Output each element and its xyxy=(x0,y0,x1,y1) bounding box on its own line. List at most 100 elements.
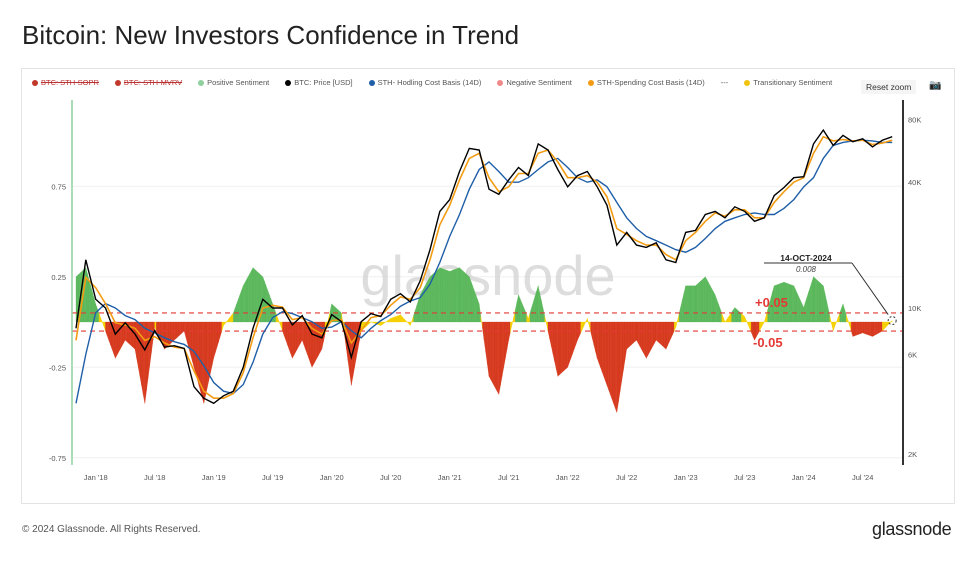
sentiment-slice xyxy=(546,321,549,332)
sentiment-slice xyxy=(742,314,745,323)
legend-item[interactable]: Positive Sentiment xyxy=(198,78,269,87)
sentiment-slice xyxy=(611,321,614,404)
sentiment-slice xyxy=(744,316,747,323)
legend-item[interactable]: STH- Hodling Cost Basis (14D) xyxy=(368,78,481,87)
sentiment-slice xyxy=(642,321,645,356)
sentiment-slice xyxy=(580,321,583,333)
sentiment-slice xyxy=(398,314,401,323)
sentiment-slice xyxy=(703,276,706,323)
left-axis-tick: -0.25 xyxy=(49,363,66,372)
sentiment-slice xyxy=(523,306,526,323)
sentiment-slice xyxy=(529,307,532,323)
sentiment-slice xyxy=(452,269,455,323)
sentiment-slice xyxy=(816,279,819,323)
sentiment-slice xyxy=(583,321,586,326)
reset-zoom-button[interactable]: Reset zoom xyxy=(861,80,917,94)
page-title: Bitcoin: New Investors Confidence in Tre… xyxy=(22,20,520,50)
legend-item[interactable]: --- xyxy=(721,78,729,87)
sentiment-slice xyxy=(483,321,486,353)
sentiment-slice xyxy=(498,321,501,395)
legend-item[interactable]: BTC: Price [USD] xyxy=(285,78,353,87)
sentiment-slice xyxy=(387,319,390,323)
sentiment-slice xyxy=(588,321,591,332)
sentiment-slice xyxy=(724,319,727,323)
sentiment-slice xyxy=(370,321,373,323)
sentiment-slice xyxy=(239,290,242,323)
sentiment-slice xyxy=(665,321,668,350)
sentiment-slice xyxy=(218,321,221,342)
sentiment-slice xyxy=(221,321,224,332)
sentiment-slice xyxy=(670,321,673,339)
sentiment-slice xyxy=(864,321,867,335)
sentiment-slice xyxy=(180,321,183,335)
sentiment-slice xyxy=(144,321,147,404)
sentiment-slice xyxy=(696,282,699,323)
sentiment-slice xyxy=(631,321,634,345)
sentiment-slice xyxy=(869,321,872,337)
sentiment-slice xyxy=(887,321,890,327)
x-axis-tick: Jul '18 xyxy=(144,473,165,482)
sentiment-slice xyxy=(485,321,488,365)
sentiment-slice xyxy=(685,285,688,323)
sentiment-slice xyxy=(796,292,799,323)
legend-item[interactable]: BTC: STH-SOPR xyxy=(32,78,99,87)
sentiment-slice xyxy=(536,285,539,323)
legend-item[interactable]: Negative Sentiment xyxy=(497,78,572,87)
sentiment-slice xyxy=(790,284,793,323)
sentiment-slice xyxy=(395,315,398,323)
sentiment-slice xyxy=(134,321,137,359)
x-axis-tick: Jan '19 xyxy=(202,473,226,482)
sentiment-slice xyxy=(138,321,141,377)
sentiment-slice xyxy=(238,294,241,323)
sentiment-slice xyxy=(88,279,91,323)
sentiment-slice xyxy=(100,317,103,323)
x-axis-tick: Jul '19 xyxy=(262,473,283,482)
sentiment-slice xyxy=(505,321,508,359)
sentiment-slice xyxy=(102,321,105,327)
sentiment-slice xyxy=(615,321,617,413)
price-line xyxy=(75,128,893,405)
sentiment-slice xyxy=(636,321,639,344)
legend-item[interactable]: STH-Spending Cost Basis (14D) xyxy=(587,78,705,87)
camera-icon[interactable]: 📷 xyxy=(929,80,942,91)
sentiment-slice xyxy=(480,315,483,329)
sentiment-slice xyxy=(647,321,650,356)
sentiment-slice xyxy=(269,294,272,323)
left-axis-tick: 0.75 xyxy=(51,182,66,191)
sentiment-slice xyxy=(564,321,567,371)
sentiment-slice xyxy=(190,321,193,362)
sentiment-slice xyxy=(213,321,216,359)
sentiment-slice xyxy=(567,321,570,368)
sentiment-slice xyxy=(854,321,857,337)
sentiment-slice xyxy=(433,271,436,323)
sentiment-slice xyxy=(762,321,765,326)
sentiment-slice xyxy=(447,270,450,323)
sentiment-slice xyxy=(723,317,726,323)
left-axis-tick: -0.75 xyxy=(49,454,66,463)
legend-item[interactable]: BTC: STH-MVRV xyxy=(114,78,182,87)
sentiment-slice xyxy=(682,292,685,323)
sentiment-slice xyxy=(634,321,637,342)
sentiment-slice xyxy=(885,321,888,328)
sentiment-slice xyxy=(303,321,306,350)
sentiment-slice xyxy=(519,298,522,323)
sentiment-slice xyxy=(500,321,503,386)
sentiment-slice xyxy=(206,321,209,389)
copyright: © 2024 Glassnode. All Rights Reserved. xyxy=(22,524,201,535)
legend-marker-icon xyxy=(744,79,751,86)
sentiment-slice xyxy=(224,320,227,324)
sentiment-slice xyxy=(415,305,418,323)
sentiment-slice xyxy=(380,321,383,326)
annotation-value: 0.008 xyxy=(796,265,817,274)
sentiment-slice xyxy=(169,321,172,345)
sentiment-slice xyxy=(719,308,722,323)
sentiment-slice xyxy=(823,285,826,323)
legend-item[interactable]: Transitionary Sentiment xyxy=(744,78,832,87)
sentiment-slice xyxy=(193,321,196,374)
x-axis-tick: Jul '21 xyxy=(498,473,519,482)
sentiment-slice xyxy=(721,312,724,323)
sentiment-slice xyxy=(556,321,558,377)
sentiment-slice xyxy=(819,282,822,323)
right-axis-tick: 2K xyxy=(908,450,917,459)
sentiment-slice xyxy=(601,321,604,377)
